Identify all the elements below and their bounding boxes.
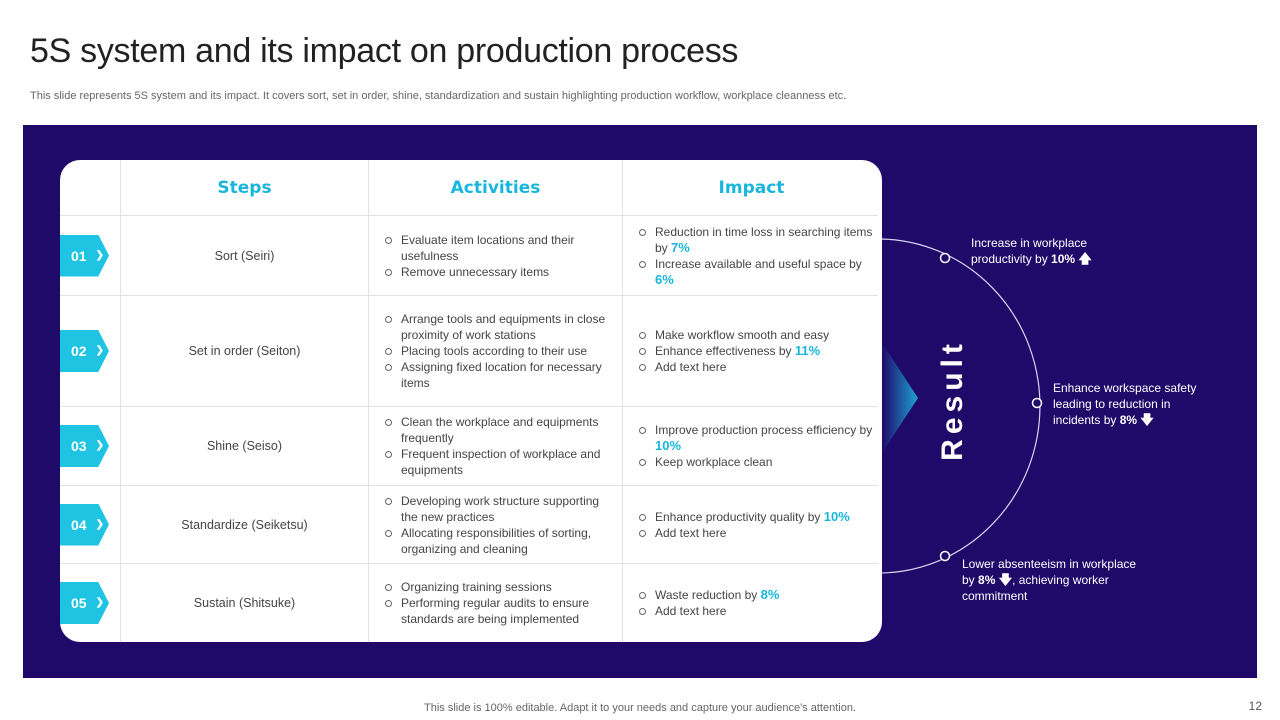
activities-cell: Clean the workplace and equipments frequ… <box>369 407 622 485</box>
arrow-up-icon: 🡅 <box>1078 251 1092 266</box>
header-activities: Activities <box>450 178 541 198</box>
result-label: Result <box>936 339 969 461</box>
impact-item: Enhance productivity quality by 10% <box>637 509 850 525</box>
page-subtitle: This slide represents 5S system and its … <box>30 90 847 102</box>
step-number-badge: 03 ❯ <box>60 425 109 467</box>
impact-cell: Reduction in time loss in searching item… <box>623 216 880 295</box>
activities-cell: Evaluate item locations and their useful… <box>369 216 622 295</box>
activity-item: Organizing training sessions <box>383 579 614 595</box>
step-number-badge: 05 ❯ <box>60 582 109 624</box>
step-name: Sort (Seiri) <box>214 248 275 263</box>
result-item-3: Lower absenteeism in workplace by 8% 🡇, … <box>962 557 1137 603</box>
step-number-badge: 02 ❯ <box>60 330 109 372</box>
activities-cell: Developing work structure supporting the… <box>369 486 622 563</box>
step-number-badge: 04 ❯ <box>60 503 109 546</box>
result-node-3 <box>939 550 951 562</box>
impact-cell: Make workflow smooth and easy Enhance eff… <box>623 296 880 406</box>
step-name: Set in order (Seiton) <box>188 344 301 358</box>
header-steps: Steps <box>217 178 272 198</box>
activities-cell: Arrange tools and equipments in close pr… <box>369 296 622 406</box>
step-name: Sustain (Shitsuke) <box>193 596 296 610</box>
page-title: 5S system and its impact on production p… <box>30 32 739 70</box>
activity-item: Clean the workplace and equipments frequ… <box>383 414 614 446</box>
activity-item: Frequent inspection of workplace and equ… <box>383 446 614 478</box>
arrow-down-icon: 🡇 <box>998 572 1013 587</box>
steps-table: Steps Activities Impact 01 ❯ Sort (Seiri) E… <box>60 160 882 642</box>
result-arc <box>877 238 1043 574</box>
step-name: Standardize (Seiketsu) <box>181 517 308 532</box>
activity-item: Assigning fixed location for necessary i… <box>383 359 614 391</box>
activity-item: Developing work structure supporting the… <box>383 493 614 525</box>
impact-item: Add text here <box>637 525 850 541</box>
activity-item: Allocating responsibilities of sorting, … <box>383 525 614 557</box>
activity-item: Remove unnecessary items <box>383 264 614 280</box>
page-number: 12 <box>1248 699 1262 713</box>
impact-item: Increase available and useful space by 6… <box>637 256 874 288</box>
impact-item: Keep workplace clean <box>637 454 874 470</box>
step-name: Shine (Seiso) <box>206 439 283 453</box>
arrow-down-icon: 🡇 <box>1140 412 1154 427</box>
chevron-right-icon: ❯ <box>95 345 104 356</box>
impact-item: Reduction in time loss in searching item… <box>637 224 874 256</box>
header-impact: Impact <box>718 178 785 198</box>
impact-cell: Improve production process efficiency by… <box>623 407 880 485</box>
result-item-1: Increase in workplace productivity by 10… <box>971 236 1092 266</box>
impact-item: Waste reduction by 8% <box>637 587 779 603</box>
activities-cell: Organizing training sessions Performing r… <box>369 564 622 642</box>
activity-item: Performing regular audits to ensure stan… <box>383 595 614 627</box>
activity-item: Placing tools according to their use <box>383 343 614 359</box>
impact-item: Make workflow smooth and easy <box>637 327 829 343</box>
chevron-right-icon: ❯ <box>95 597 104 608</box>
impact-cell: Enhance productivity quality by 10% Add t… <box>623 486 880 563</box>
result-node-2 <box>1031 397 1043 409</box>
result-item-2: Enhance workspace safety leading to redu… <box>1053 381 1197 427</box>
impact-item: Add text here <box>637 603 779 619</box>
impact-item: Add text here <box>637 359 829 375</box>
activity-item: Arrange tools and equipments in close pr… <box>383 311 614 343</box>
step-number-badge: 01 ❯ <box>60 234 109 277</box>
main-panel: Steps Activities Impact 01 ❯ Sort (Seiri) E… <box>23 125 1257 678</box>
impact-cell: Waste reduction by 8% Add text here <box>623 564 880 642</box>
footer-note: This slide is 100% editable. Adapt it to… <box>424 702 856 714</box>
impact-item: Enhance effectiveness by 11% <box>637 343 829 359</box>
result-node-1 <box>939 252 951 264</box>
chevron-right-icon: ❯ <box>95 518 104 530</box>
impact-item: Improve production process efficiency by… <box>637 422 874 454</box>
activity-item: Evaluate item locations and their useful… <box>383 232 614 264</box>
chevron-right-icon: ❯ <box>95 440 104 451</box>
chevron-right-icon: ❯ <box>95 249 104 261</box>
